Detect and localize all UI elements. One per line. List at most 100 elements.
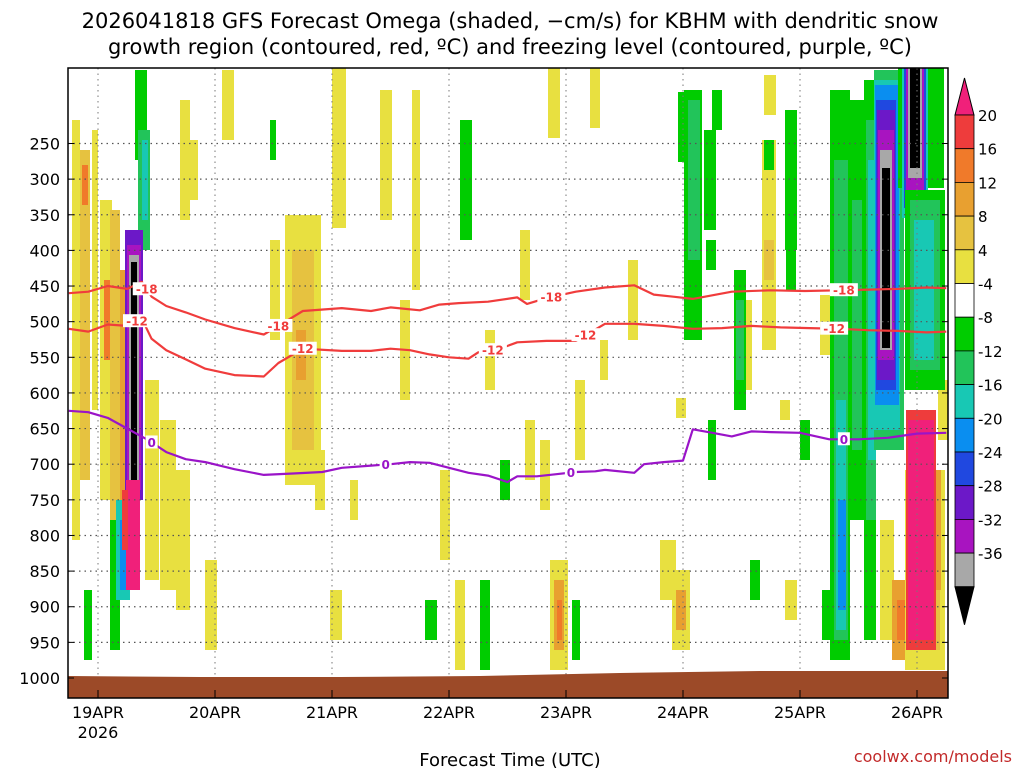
omega-patch — [126, 480, 140, 590]
omega-patch — [880, 520, 894, 640]
omega-patch — [897, 600, 907, 640]
colorbar-label: 16 — [978, 141, 997, 159]
omega-patch — [205, 560, 217, 650]
colorbar-top-cap — [954, 77, 975, 116]
omega-patch — [575, 380, 585, 460]
colorbar-label: -8 — [978, 309, 993, 327]
contour-label: -18 — [541, 291, 563, 305]
colorbar-swatch — [954, 417, 975, 453]
omega-patch — [142, 140, 148, 220]
omega-patch — [110, 210, 120, 540]
omega-shading — [72, 68, 948, 670]
contour-label: -18 — [268, 319, 290, 333]
omega-patch — [600, 340, 608, 380]
y-tick-label: 400 — [29, 241, 60, 260]
y-tick-label: 600 — [29, 384, 60, 403]
colorbar-label: -32 — [978, 511, 1003, 529]
contour-label-bg — [537, 290, 566, 304]
omega-patch — [786, 250, 796, 290]
contour-label-bg — [564, 465, 577, 479]
omega-patch — [908, 420, 934, 640]
contour--12 — [68, 317, 947, 378]
omega-patch — [84, 590, 92, 660]
omega-patch — [380, 90, 392, 220]
colorbar-label: -4 — [978, 276, 993, 294]
contour-label-bg — [379, 457, 392, 471]
omega-patch — [676, 590, 686, 630]
colorbar-label: -12 — [978, 343, 1003, 361]
contour-label-bg — [829, 283, 858, 297]
contour--18 — [68, 280, 947, 336]
omega-patch — [315, 450, 325, 510]
omega-patch — [296, 330, 306, 380]
omega-patch — [460, 120, 472, 240]
omega-patch — [520, 230, 530, 300]
omega-patch — [412, 90, 420, 290]
omega-patch — [868, 160, 876, 460]
y-tick-label: 950 — [29, 633, 60, 652]
contour-label: -18 — [833, 284, 855, 298]
colorbar-swatch — [954, 114, 975, 150]
omega-patch — [590, 68, 600, 128]
omega-patch — [525, 420, 535, 480]
colorbar-label: -36 — [978, 545, 1003, 563]
omega-patch — [712, 90, 722, 130]
omega-patch — [800, 420, 810, 460]
credit-link[interactable]: coolwx.com/models — [854, 747, 1012, 766]
y-tick-label: 450 — [29, 277, 60, 296]
omega-patch — [852, 200, 862, 450]
colorbar-label: -20 — [978, 410, 1003, 428]
y-tick-label: 650 — [29, 420, 60, 439]
omega-patch — [80, 150, 90, 480]
omega-patch — [160, 420, 176, 590]
omega-patch — [332, 68, 346, 228]
omega-patch — [938, 380, 948, 440]
omega-patch — [222, 70, 234, 140]
omega-patch — [706, 240, 716, 270]
omega-patch — [785, 580, 797, 620]
omega-patch — [557, 600, 562, 640]
omega-patch — [548, 68, 560, 138]
omega-patch — [688, 100, 700, 260]
contour-label: -12 — [126, 315, 148, 329]
omega-patch — [764, 240, 774, 280]
y-axis-ticks: 250 300 350 400 450 500 550 600 650 700 750 800 850 9… — [19, 135, 948, 688]
omega-patch — [628, 260, 638, 340]
colorbar-label: 20 — [978, 107, 997, 125]
contour-label: -12 — [482, 344, 504, 358]
omega-patch — [104, 280, 110, 360]
chart-title-line2: growth region (contoured, red, ºC) and f… — [108, 35, 912, 59]
y-tick-label: 800 — [29, 526, 60, 545]
omega-patch — [131, 262, 137, 482]
colorbar-swatch — [954, 181, 975, 217]
y-tick-label: 1000 — [19, 669, 60, 688]
x-tick-label: 26APR — [891, 703, 943, 722]
omega-patch — [176, 470, 190, 610]
y-tick-label: 550 — [29, 348, 60, 367]
colorbar-label: 8 — [978, 208, 988, 226]
omega-patch — [485, 330, 495, 390]
y-tick-label: 250 — [29, 135, 60, 154]
y-tick-label: 750 — [29, 491, 60, 510]
omega-patch — [764, 75, 776, 115]
omega-patch — [440, 470, 450, 560]
omega-patch — [330, 590, 342, 640]
contour-label: -12 — [292, 342, 314, 356]
day-gridlines — [97, 68, 918, 698]
omega-patch — [676, 398, 686, 418]
x-tick-label: 19APR — [72, 703, 124, 722]
y-tick-label: 300 — [29, 170, 60, 189]
colorbar-swatch — [954, 215, 975, 251]
contour-label-bg — [837, 432, 850, 446]
colorbar-swatch — [954, 316, 975, 352]
x-axis-label: Forecast Time (UTC) — [419, 750, 600, 768]
contour-label-bg — [264, 318, 293, 332]
colorbar-label: -24 — [978, 444, 1003, 462]
omega-patch — [882, 168, 890, 348]
contour-label-bg — [571, 328, 600, 342]
plot-area — [68, 68, 948, 698]
contour-label-bg — [820, 321, 849, 335]
plot-frame — [67, 67, 949, 699]
